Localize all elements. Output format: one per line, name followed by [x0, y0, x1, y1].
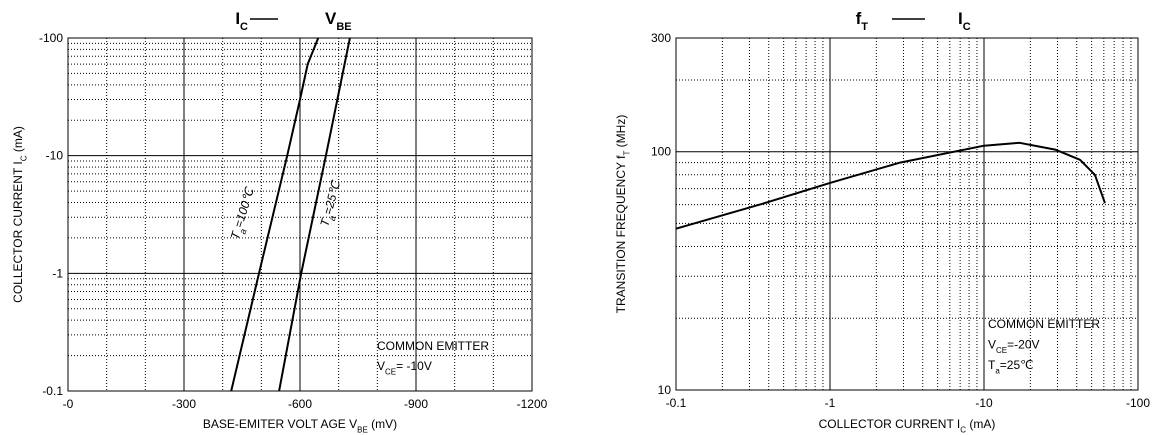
- y-tick-label: -1: [52, 266, 63, 280]
- annotation-part: COMMON EMITTER: [988, 317, 1100, 331]
- annotation: COMMON EMITTER: [377, 339, 489, 353]
- annotation-part: CE: [385, 368, 396, 377]
- chart-title: VBE: [325, 9, 352, 33]
- plot-frame: [67, 37, 533, 392]
- annotation: COMMON EMITTER: [988, 317, 1100, 331]
- chart-title-part: V: [325, 9, 337, 28]
- x-tick-label: -300: [172, 397, 196, 411]
- curve-label: Ta=25℃: [317, 178, 347, 229]
- y-axis-label-part: (mA): [11, 126, 25, 155]
- chart-title-part: C: [963, 21, 971, 33]
- y-tick-label: 300: [651, 31, 671, 45]
- y-tick-label: -10: [46, 149, 64, 163]
- chart-title-part: f: [856, 9, 862, 28]
- curve: [230, 37, 320, 392]
- annotation-part: = -10V: [396, 359, 432, 373]
- x-tick-label: -1200: [517, 397, 548, 411]
- chart-title-part: BE: [336, 21, 351, 33]
- x-axis-label: COLLECTOR CURRENT IC (mA): [819, 417, 996, 435]
- x-axis-label-part: BE: [357, 426, 368, 435]
- chart-title-part: I: [958, 9, 963, 28]
- chart-title-part: C: [240, 21, 248, 33]
- x-tick-label: -900: [404, 397, 428, 411]
- chart-title: IC: [235, 9, 248, 33]
- y-tick-label: -0.1: [42, 384, 63, 398]
- annotation: VCE= -10V: [377, 359, 432, 377]
- plot-frame: [675, 37, 1139, 391]
- y-axis-label: COLLECTOR CURRENT IC (mA): [11, 126, 29, 303]
- x-axis-label: BASE-EMITER VOLT AGE VBE (mV): [203, 417, 397, 435]
- x-tick-label: -1: [825, 396, 836, 410]
- x-axis-label-part: (mV): [368, 417, 397, 431]
- annotation: VCE=-20V: [988, 338, 1040, 356]
- annotation: Ta=25℃: [988, 358, 1034, 376]
- chart-title-part: T: [861, 21, 868, 33]
- y-axis-label-part: COLLECTOR CURRENT I: [11, 161, 25, 303]
- curve-label-part: =100℃: [231, 185, 257, 229]
- x-tick-label: -0: [63, 397, 74, 411]
- x-axis-label-part: C: [960, 426, 966, 435]
- x-tick-label: -600: [288, 397, 312, 411]
- annotation-part: =-20V: [1007, 338, 1039, 352]
- y-tick-label: 100: [651, 145, 671, 159]
- x-tick-label: -100: [1126, 396, 1150, 410]
- chart-title: fT: [856, 9, 869, 33]
- y-axis-label-part: TRANSITION FREQUENCY f: [614, 155, 628, 313]
- annotation-part: a: [995, 367, 1000, 376]
- curve-label: Ta=100℃: [228, 185, 261, 242]
- curve-label-part: a: [327, 215, 338, 222]
- annotation-part: T: [988, 358, 996, 372]
- x-axis-label-part: (mA): [966, 417, 995, 431]
- y-axis-label: TRANSITION FREQUENCY fT (MHz): [614, 115, 632, 314]
- y-axis-label-part: C: [20, 155, 29, 161]
- y-axis-label-part: (MHz): [614, 115, 628, 151]
- annotation-part: V: [988, 338, 996, 352]
- annotation-part: V: [377, 359, 385, 373]
- annotation-part: CE: [996, 346, 1007, 355]
- annotation-part: COMMON EMITTER: [377, 339, 489, 353]
- curve: [278, 37, 351, 392]
- x-axis-label-part: BASE-EMITER VOLT AGE V: [203, 417, 357, 431]
- y-tick-label: -100: [39, 31, 63, 45]
- curve-label-part: a: [237, 228, 248, 236]
- x-axis-label-part: COLLECTOR CURRENT I: [819, 417, 961, 431]
- chart-title-part: I: [235, 9, 240, 28]
- curve-label-part: =25℃: [321, 178, 344, 216]
- y-axis-label-part: T: [623, 151, 632, 156]
- chart-title: IC: [958, 9, 971, 33]
- x-tick-label: -0.1: [666, 396, 687, 410]
- y-tick-label: 10: [658, 383, 672, 397]
- x-tick-label: -10: [975, 396, 993, 410]
- annotation-part: =25℃: [1000, 358, 1034, 372]
- curve: [675, 141, 1106, 230]
